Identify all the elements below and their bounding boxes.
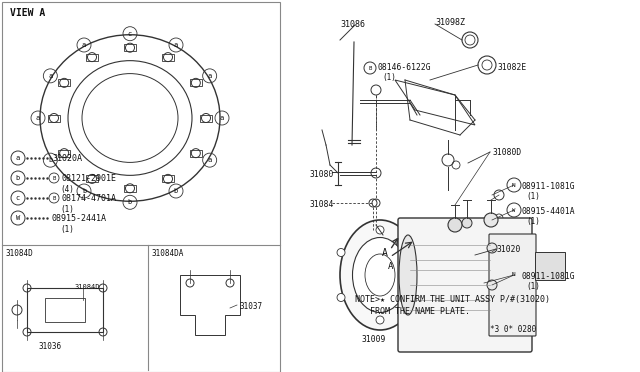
Circle shape: [484, 213, 498, 227]
Text: N: N: [512, 273, 516, 278]
Text: b: b: [16, 175, 20, 181]
Text: (1): (1): [526, 282, 540, 291]
Text: (1): (1): [60, 224, 74, 234]
Circle shape: [415, 248, 423, 257]
Circle shape: [415, 294, 423, 301]
Circle shape: [376, 226, 384, 234]
Text: a: a: [16, 155, 20, 161]
FancyBboxPatch shape: [124, 185, 136, 192]
Text: a: a: [82, 42, 86, 48]
Circle shape: [376, 316, 384, 324]
Text: 31084D: 31084D: [5, 249, 33, 258]
Text: 08146-6122G: 08146-6122G: [378, 63, 431, 72]
Text: VIEW A: VIEW A: [10, 8, 45, 18]
Text: b: b: [82, 188, 86, 194]
Text: 31084DA: 31084DA: [152, 249, 184, 258]
Text: a: a: [36, 115, 40, 121]
Text: 31082E: 31082E: [498, 63, 527, 72]
Text: (1): (1): [526, 192, 540, 201]
Circle shape: [448, 218, 462, 232]
Text: a: a: [220, 115, 224, 121]
FancyBboxPatch shape: [86, 175, 98, 182]
Text: 31086: 31086: [340, 20, 365, 29]
Circle shape: [487, 280, 497, 290]
Text: B: B: [369, 65, 372, 71]
Text: 08174-4701A: 08174-4701A: [61, 193, 116, 202]
Text: B: B: [52, 196, 56, 201]
Text: 08911-1081G: 08911-1081G: [522, 182, 575, 191]
FancyBboxPatch shape: [190, 79, 202, 86]
Circle shape: [487, 243, 497, 253]
Ellipse shape: [340, 220, 420, 330]
FancyBboxPatch shape: [48, 115, 60, 122]
Text: c: c: [128, 31, 132, 37]
Text: *3 0* 0280: *3 0* 0280: [490, 325, 536, 334]
FancyBboxPatch shape: [86, 54, 98, 61]
Text: A: A: [388, 262, 394, 271]
Text: 31020: 31020: [497, 245, 522, 254]
Text: 31084D: 31084D: [75, 284, 100, 290]
Ellipse shape: [353, 237, 408, 312]
FancyBboxPatch shape: [190, 150, 202, 157]
FancyBboxPatch shape: [58, 150, 70, 157]
FancyBboxPatch shape: [162, 54, 174, 61]
Text: B: B: [52, 176, 56, 180]
Text: a: a: [207, 73, 212, 79]
Text: b: b: [48, 157, 52, 163]
Text: (4): (4): [60, 185, 74, 193]
Text: a: a: [48, 73, 52, 79]
Text: NOTE>★ CONFIRM THE UNIT ASSY P/#(31020): NOTE>★ CONFIRM THE UNIT ASSY P/#(31020): [355, 295, 550, 304]
Bar: [2, 2, 280, 372]
Ellipse shape: [399, 235, 417, 315]
Text: N: N: [512, 183, 516, 187]
Text: 31080D: 31080D: [493, 148, 522, 157]
FancyBboxPatch shape: [398, 218, 532, 352]
Text: 31084: 31084: [310, 200, 334, 209]
Bar: [45, 298, 85, 322]
Text: a: a: [207, 157, 212, 163]
Text: FROM THE NAME PLATE.: FROM THE NAME PLATE.: [370, 307, 470, 316]
Text: 31009: 31009: [362, 335, 387, 344]
Bar: [27, 288, 103, 332]
Text: 08915-4401A: 08915-4401A: [522, 207, 575, 216]
Text: W: W: [513, 208, 516, 212]
Text: A: A: [382, 248, 388, 258]
Text: a: a: [174, 42, 178, 48]
Circle shape: [462, 218, 472, 228]
Text: 31098Z: 31098Z: [435, 18, 465, 27]
Text: 31036: 31036: [38, 342, 61, 351]
FancyBboxPatch shape: [200, 115, 212, 122]
Text: c: c: [16, 195, 20, 201]
FancyBboxPatch shape: [58, 79, 70, 86]
FancyBboxPatch shape: [124, 44, 136, 51]
Circle shape: [337, 248, 345, 257]
Text: b: b: [174, 188, 178, 194]
Circle shape: [337, 294, 345, 301]
Text: (1): (1): [526, 217, 540, 226]
Text: 31080: 31080: [310, 170, 334, 179]
Text: 08121-2901E: 08121-2901E: [61, 173, 116, 183]
Text: 08911-1081G: 08911-1081G: [522, 272, 575, 281]
Text: 31020A: 31020A: [52, 154, 82, 163]
Text: 08915-2441A: 08915-2441A: [52, 214, 107, 222]
Text: W: W: [16, 215, 20, 221]
Text: b: b: [128, 199, 132, 205]
FancyBboxPatch shape: [162, 175, 174, 182]
FancyBboxPatch shape: [489, 234, 536, 336]
Text: (1): (1): [60, 205, 74, 214]
Text: (1): (1): [382, 73, 396, 82]
Bar: [535, 252, 565, 280]
Text: 31037: 31037: [240, 302, 263, 311]
